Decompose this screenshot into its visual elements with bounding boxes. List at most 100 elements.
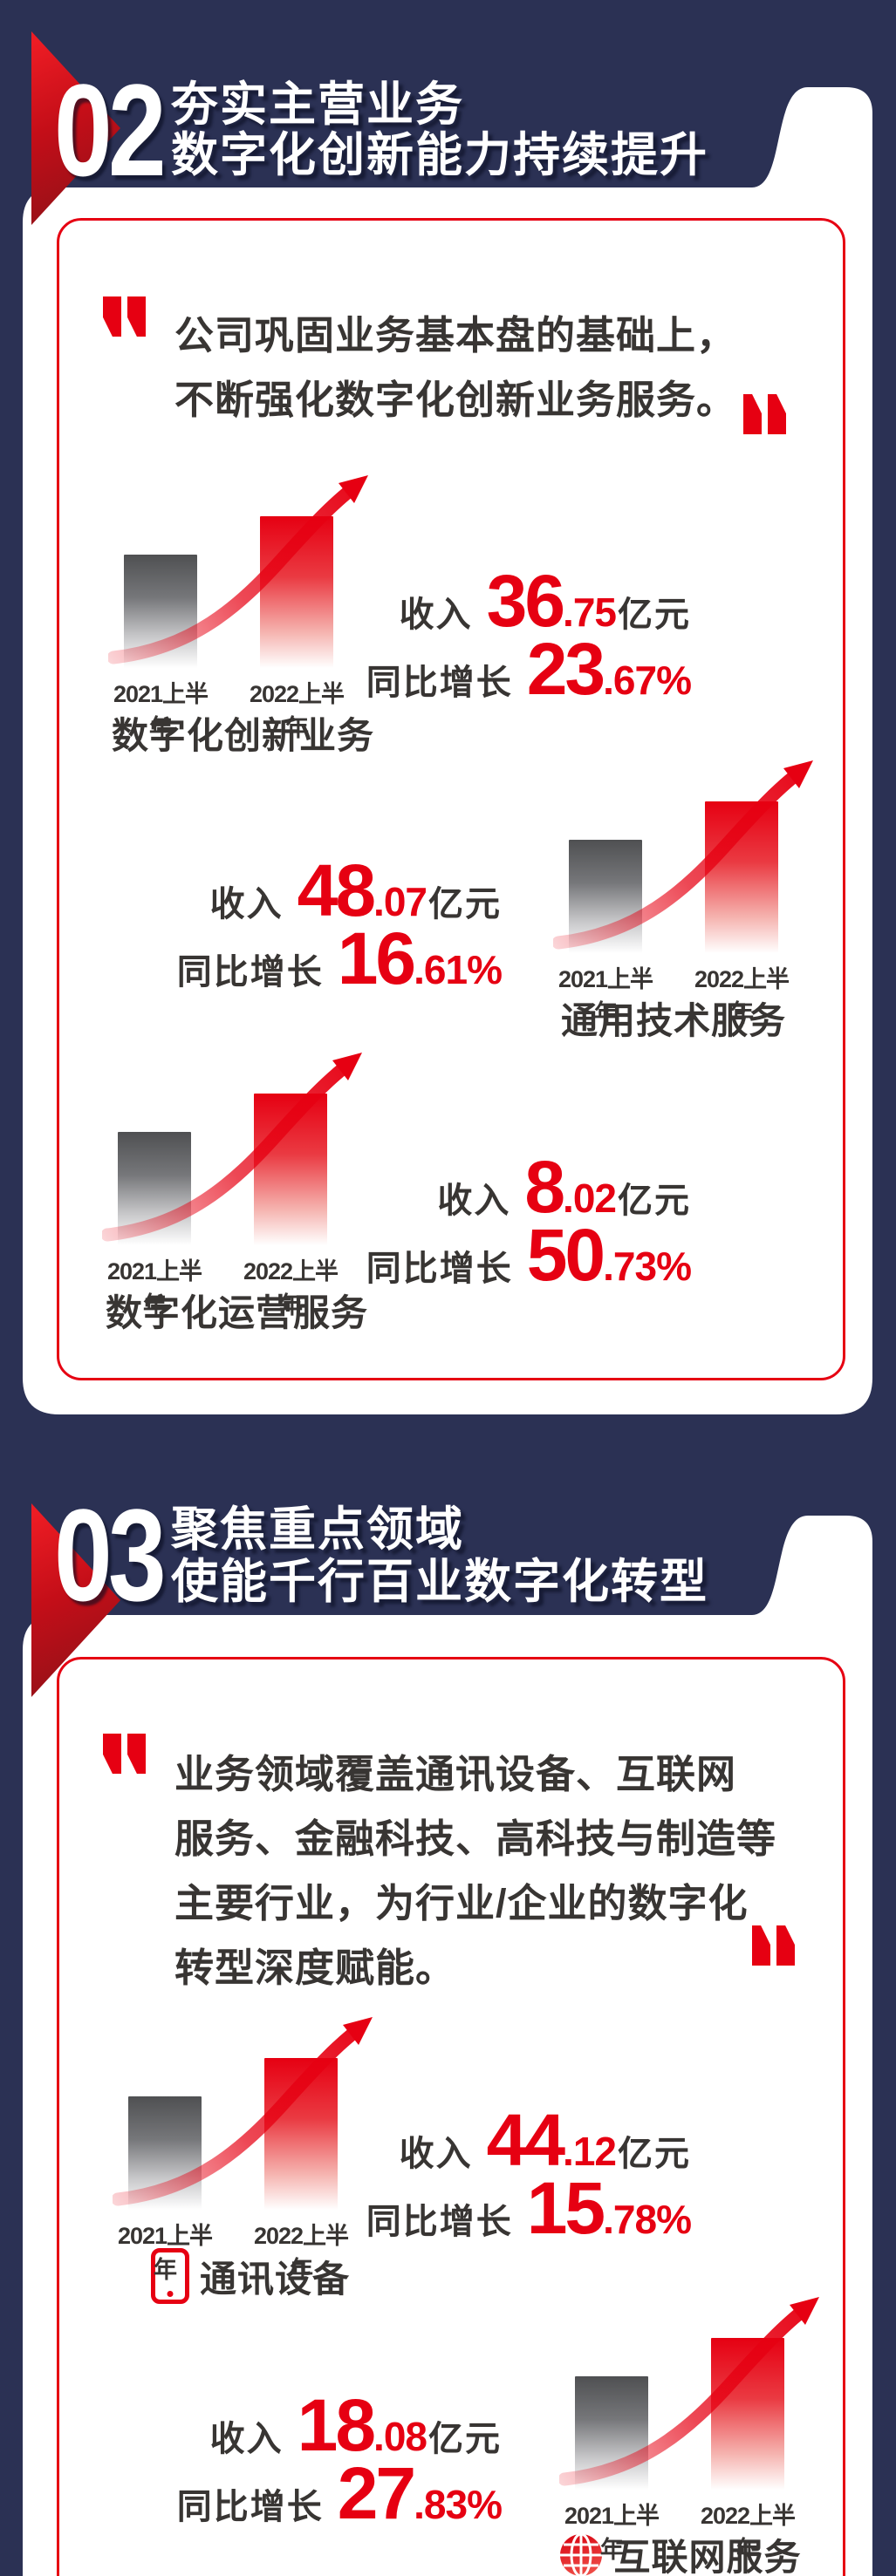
revenue-dec: .02 [563, 1176, 617, 1221]
quote-line: 业务领域覆盖通讯设备、互联网 [174, 1752, 737, 1796]
growth-row: 同比增长 27 .83% [153, 2452, 503, 2534]
close-quote-icon [743, 394, 786, 434]
bar-year-labels: 2021上半年 2022上半年 [548, 960, 799, 1028]
revenue-unit: 亿元 [428, 885, 502, 923]
open-quote-icon [103, 296, 146, 337]
revenue-unit: 亿元 [618, 596, 691, 634]
growth-row: 同比增长 23 .67% [342, 628, 692, 710]
chart-internet-services-stats: 收入 18 .08 亿元 同比增长 27 .83% [153, 2384, 503, 2534]
revenue-row: 收入 44 .12 亿元 [342, 2099, 691, 2181]
revenue-int: 44 [486, 2099, 565, 2181]
quote-line: 主要行业，为行业/企业的数字化 [174, 1881, 749, 1925]
chart-title: 数字化创新业务 [112, 715, 375, 756]
revenue-label: 收入 [209, 885, 284, 923]
year-label: 2021上半年 [564, 2503, 660, 2563]
year-label: 2021上半年 [557, 966, 653, 1026]
growth-int: 15 [526, 2167, 605, 2249]
revenue-dec: .75 [563, 589, 617, 635]
revenue-unit: 亿元 [428, 2420, 502, 2458]
growth-label: 同比增长 [366, 664, 513, 702]
chart-digital-innovation-stats: 收入 36 .75 亿元 同比增长 23 .67% [342, 560, 692, 710]
year-label: 2021上半年 [117, 2223, 213, 2283]
chart-title-with-icon: 通讯设备 [151, 2248, 350, 2304]
year-label: 2021上半年 [113, 681, 209, 741]
phone-icon [151, 2248, 189, 2304]
revenue-row: 收入 36 .75 亿元 [342, 560, 691, 642]
chart-title: 通讯设备 [200, 2258, 351, 2300]
section-03-quote: 业务领域覆盖通讯设备、互联网 服务、金融科技、高科技与制造等 主要行业，为行业/… [174, 1742, 776, 2000]
revenue-dec: .12 [563, 2129, 617, 2174]
year-label: 2022上半年 [694, 966, 790, 1026]
chart-digital-operation-bars: 2021上半年 2022上半年 数字化运营服务 [102, 1053, 402, 1343]
chart-title: 通用技术服务 [560, 1000, 786, 1041]
growth-label: 同比增长 [176, 953, 324, 992]
chart-title-with-icon: 互联网服务 [559, 2528, 801, 2576]
quote-line: 不断强化数字化创新业务服务。 [174, 378, 737, 422]
bar-year-labels: 2021上半年 2022上半年 [554, 2497, 805, 2565]
revenue-label: 收入 [437, 1182, 511, 1220]
section-03-title-line1: 聚焦重点领域 [171, 1503, 464, 1556]
growth-dec: .83% [414, 2482, 503, 2527]
growth-arrow-icon [553, 760, 813, 950]
revenue-int: 36 [486, 560, 565, 642]
year-label: 2022上半年 [700, 2503, 796, 2563]
chart-general-tech-bars: 2021上半年 2022上半年 通用技术服务 [553, 760, 853, 1051]
section-03-number: 03 [54, 1482, 167, 1628]
revenue-label: 收入 [209, 2420, 284, 2458]
growth-int: 16 [337, 917, 416, 999]
section-02-number: 02 [54, 57, 167, 203]
revenue-int: 48 [297, 849, 376, 931]
quote-line: 公司巩固业务基本盘的基础上， [174, 313, 737, 358]
year-label: 2021上半年 [106, 1258, 202, 1319]
growth-label: 同比增长 [176, 2488, 324, 2526]
growth-row: 同比增长 15 .78% [342, 2167, 692, 2249]
section-02-panel [23, 87, 872, 1414]
chart-digital-operation-stats: 收入 8 .02 亿元 同比增长 50 .73% [342, 1146, 692, 1296]
chart-digital-innovation-bars: 2021上半年 2022上半年 数字化创新业务 [108, 475, 408, 766]
revenue-row: 收入 48 .07 亿元 [153, 849, 502, 931]
growth-label: 同比增长 [366, 2203, 513, 2241]
growth-label: 同比增长 [366, 1250, 513, 1288]
revenue-int: 8 [524, 1146, 565, 1228]
revenue-unit: 亿元 [618, 2135, 691, 2173]
bar-year-labels: 2021上半年 2022上半年 [107, 2217, 359, 2285]
revenue-row: 收入 8 .02 亿元 [342, 1146, 691, 1228]
section-02-content-box [57, 218, 845, 1380]
section-03-title-line2: 使能千行百业数字化转型 [171, 1556, 708, 1608]
section-02-quote: 公司巩固业务基本盘的基础上， 不断强化数字化创新业务服务。 [174, 303, 736, 433]
revenue-label: 收入 [399, 596, 473, 634]
growth-arrow-icon [102, 1053, 362, 1242]
close-quote-icon [752, 1925, 795, 1966]
revenue-unit: 亿元 [618, 1182, 691, 1220]
growth-dec: .73% [603, 1244, 692, 1289]
chart-title: 互联网服务 [613, 2537, 802, 2576]
growth-int: 27 [337, 2452, 416, 2534]
revenue-label: 收入 [399, 2135, 473, 2173]
chart-internet-services-bars: 2021上半年 2022上半年 互联网服务 [559, 2297, 859, 2576]
section-02-title-line2: 数字化创新能力持续提升 [171, 129, 708, 181]
growth-dec: .61% [414, 947, 503, 992]
bar-year-labels: 2021上半年 2022上半年 [97, 1252, 348, 1320]
revenue-int: 18 [297, 2384, 376, 2466]
section-03-content-box [57, 1657, 845, 2576]
growth-int: 23 [526, 628, 605, 710]
revenue-dec: .07 [373, 879, 427, 924]
growth-dec: .78% [603, 2197, 692, 2242]
section-02-title-line1: 夯实主营业务 [171, 78, 464, 131]
open-quote-icon [103, 1734, 146, 1774]
quote-line: 转型深度赋能。 [174, 1946, 456, 1990]
revenue-row: 收入 18 .08 亿元 [153, 2384, 502, 2466]
growth-int: 50 [526, 1214, 605, 1296]
growth-dec: .67% [603, 658, 692, 703]
growth-arrow-icon [559, 2297, 819, 2486]
growth-arrow-icon [108, 475, 368, 664]
section-03-panel [23, 1516, 872, 2576]
growth-arrow-icon [113, 2017, 373, 2206]
chart-general-tech-stats: 收入 48 .07 亿元 同比增长 16 .61% [153, 849, 503, 999]
year-label: 2022上半年 [243, 1258, 339, 1319]
revenue-dec: .08 [373, 2414, 427, 2459]
growth-row: 同比增长 16 .61% [153, 917, 503, 999]
year-label: 2022上半年 [249, 681, 345, 741]
